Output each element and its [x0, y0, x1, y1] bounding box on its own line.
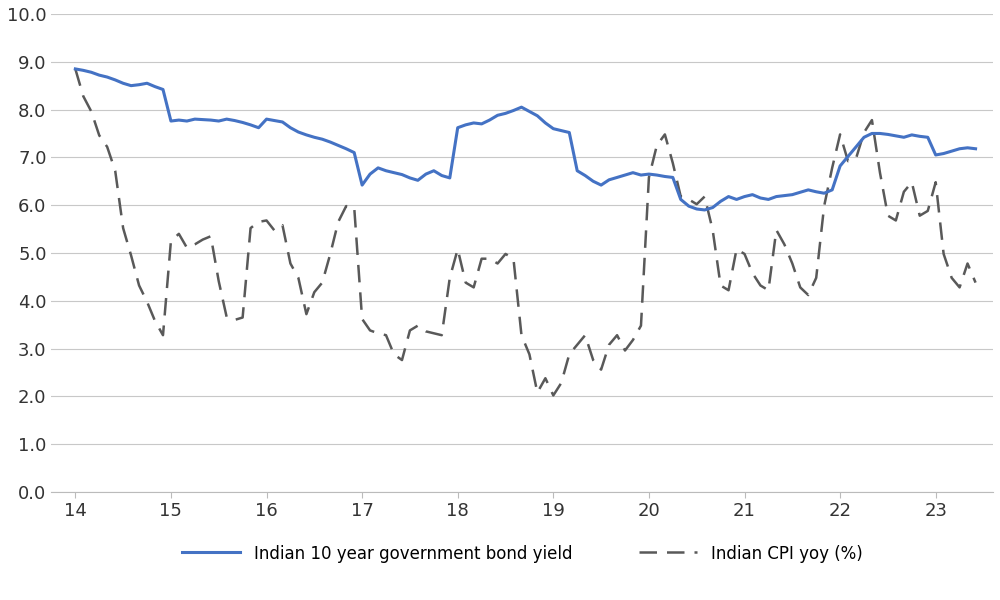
- Indian CPI yoy (%): [316, 279, 328, 286]
- Indian CPI yoy (%): [659, 131, 671, 138]
- Indian CPI yoy (%): [173, 230, 185, 238]
- Line: Indian 10 year government bond yield: Indian 10 year government bond yield: [75, 69, 976, 210]
- Indian CPI yoy (%): [970, 279, 982, 286]
- Indian 10 year government bond yield: [324, 139, 336, 146]
- Indian 10 year government bond yield: [316, 136, 328, 143]
- Indian CPI yoy (%): [420, 328, 432, 335]
- Indian CPI yoy (%): [324, 250, 336, 257]
- Indian 10 year government bond yield: [762, 196, 774, 203]
- Indian 10 year government bond yield: [651, 172, 663, 179]
- Indian CPI yoy (%): [69, 65, 81, 73]
- Indian 10 year government bond yield: [69, 65, 81, 73]
- Indian 10 year government bond yield: [173, 116, 185, 124]
- Indian CPI yoy (%): [762, 287, 774, 294]
- Legend: Indian 10 year government bond yield, Indian CPI yoy (%): Indian 10 year government bond yield, In…: [175, 538, 869, 570]
- Line: Indian CPI yoy (%): Indian CPI yoy (%): [75, 69, 976, 395]
- Indian CPI yoy (%): [547, 392, 559, 399]
- Indian 10 year government bond yield: [420, 170, 432, 178]
- Indian 10 year government bond yield: [970, 145, 982, 152]
- Indian 10 year government bond yield: [699, 206, 711, 214]
